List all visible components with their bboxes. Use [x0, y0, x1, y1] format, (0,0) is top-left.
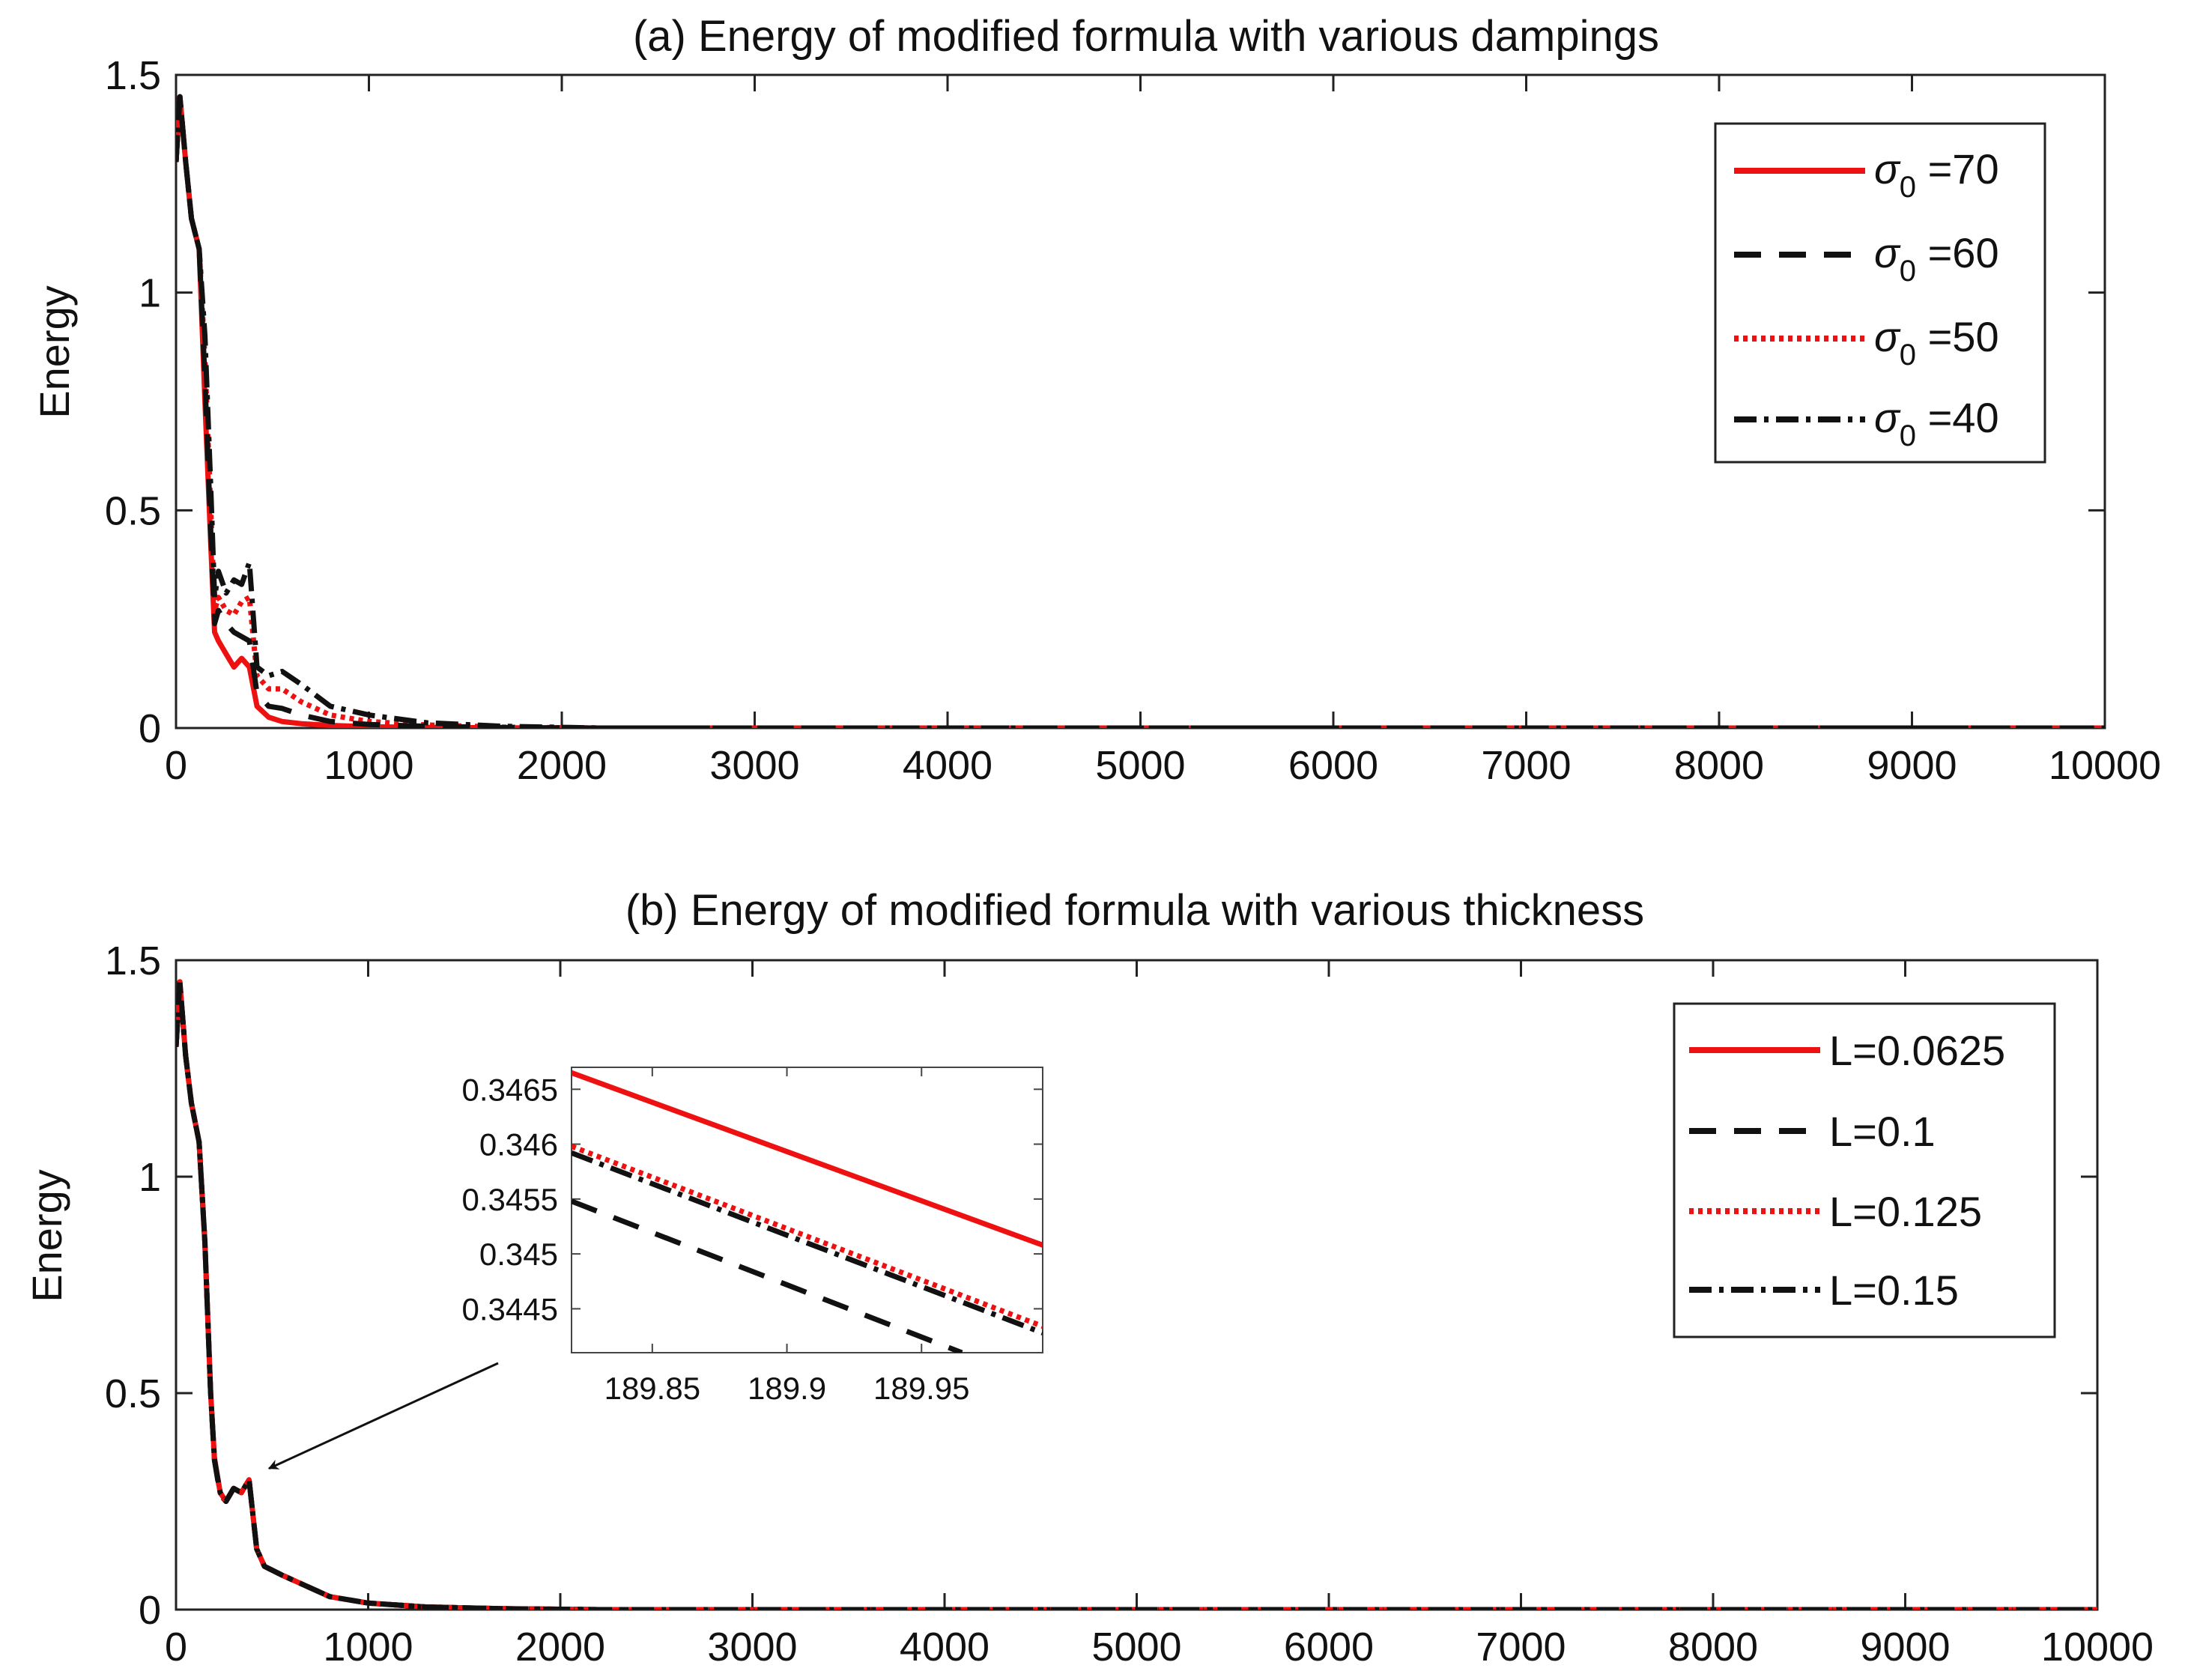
inset-series: [572, 1070, 1043, 1353]
panel-b-series: [176, 979, 2097, 1610]
panel-b-x-tick-label: 0: [165, 1625, 187, 1670]
legend-item-l-0.1: L=0.1: [1689, 1108, 1936, 1155]
panel-b-x-tick-label: 3000: [707, 1625, 797, 1670]
inset-y-tick-label: 0.345: [479, 1237, 558, 1272]
panel-a-y-tick-label: 1.5: [105, 53, 161, 98]
panel-b-ticks: 0 1000 2000 3000 4000 5000 6000 7000 8000 9000 100…: [105, 938, 2154, 1670]
inset-ticks: 189.85 189.9 189.95 0.3445 0.345 0.3455 0.346 0…: [462, 1067, 1043, 1406]
panel-b-y-tick-label: 1: [139, 1155, 161, 1200]
panel-a-legend-box: [1714, 122, 2046, 464]
panel-b-legend: L=0.0625 L=0.1 L=0.125 L=0.15: [1673, 1002, 2056, 1338]
inset-zoom: 189.85 189.9 189.95 0.3445 0.345 0.3455 0.346 0…: [462, 1067, 1043, 1406]
panel-b-x-tick-label: 10000: [2041, 1625, 2154, 1670]
panel-a-x-tick-label: 7000: [1481, 743, 1571, 788]
panel-a-series: [176, 94, 2105, 728]
panel-a-x-tick-label: 3000: [709, 743, 799, 788]
panel-a-y-tick-label: 1: [139, 271, 161, 316]
panel-b-legend-box: [1673, 1002, 2056, 1338]
panel-a-x-tick-label: 10000: [2049, 743, 2161, 788]
panel-b-series-l-0.15: [176, 979, 2097, 1610]
legend-label-l-0.15: L=0.15: [1829, 1267, 1959, 1314]
panel-b-title: (b) Energy of modified formula with vari…: [625, 886, 1644, 935]
inset-x-tick-label: 189.85: [604, 1371, 700, 1406]
panel-b-x-tick-label: 7000: [1476, 1625, 1566, 1670]
panel-b-x-tick-label: 2000: [515, 1625, 605, 1670]
panel-b: (b) Energy of modified formula with vari…: [23, 886, 2154, 1670]
legend-item-l-0.15: L=0.15: [1689, 1267, 1959, 1314]
panel-a: (a) Energy of modified formula with vari…: [31, 12, 2161, 788]
panel-a-x-tick-label: 4000: [903, 743, 993, 788]
legend-label-sigma-60: σ0 =60: [1874, 229, 1999, 288]
panel-a-series-0-50: [176, 94, 2105, 728]
legend-label-sigma-70: σ0 =70: [1874, 145, 1999, 204]
panel-a-y-tick-label: 0.5: [105, 488, 161, 533]
inset-series-l-0.15: [572, 1150, 1043, 1335]
inset-series-l-0.1: [572, 1198, 963, 1353]
legend-item-sigma-70: σ0 =70: [1734, 145, 1999, 204]
panel-a-x-tick-label: 1000: [324, 743, 413, 788]
panel-b-x-tick-label: 4000: [900, 1625, 990, 1670]
panel-a-y-axis-label: Energy: [31, 285, 78, 418]
panel-b-y-tick-label: 0.5: [105, 1371, 161, 1416]
panel-a-y-tick-label: 0: [139, 706, 161, 751]
panel-b-x-tick-label: 5000: [1091, 1625, 1181, 1670]
panel-b-x-tick-label: 8000: [1668, 1625, 1758, 1670]
legend-item-l-0.125: L=0.125: [1689, 1188, 1982, 1235]
panel-b-x-tick-label: 1000: [323, 1625, 413, 1670]
inset-y-tick-label: 0.346: [479, 1127, 558, 1162]
legend-item-sigma-50: σ0 =50: [1734, 313, 1999, 372]
legend-label-sigma-50: σ0 =50: [1874, 313, 1999, 372]
panel-a-x-tick-label: 8000: [1674, 743, 1764, 788]
panel-a-x-tick-label: 5000: [1095, 743, 1185, 788]
panel-b-x-tick-label: 9000: [1860, 1625, 1950, 1670]
inset-y-tick-label: 0.3455: [462, 1182, 558, 1217]
panel-a-legend: σ0 =70 σ0 =60 σ0 =50 σ0 =40: [1714, 122, 2046, 464]
panel-b-y-axis-label: Energy: [23, 1169, 70, 1302]
legend-label-sigma-40: σ0 =40: [1874, 394, 1999, 452]
inset-y-tick-label: 0.3445: [462, 1291, 558, 1326]
panel-a-ticks: 0 1000 2000 3000 4000 5000 6000 7000 8000 9000 100…: [105, 53, 2161, 788]
inset-x-tick-label: 189.9: [748, 1371, 826, 1406]
legend-label-l-0.125: L=0.125: [1829, 1188, 1982, 1235]
panel-a-x-tick-label: 9000: [1867, 743, 1957, 788]
inset-series-l-0.0625: [572, 1070, 1043, 1248]
legend-item-sigma-40: σ0 =40: [1734, 394, 1999, 452]
inset-series-l-0.125: [572, 1144, 1043, 1329]
panel-a-x-tick-label: 0: [165, 743, 187, 788]
legend-label-l-0.1: L=0.1: [1829, 1108, 1936, 1155]
panel-b-y-tick-label: 0: [139, 1588, 161, 1633]
inset-x-tick-label: 189.95: [873, 1371, 969, 1406]
legend-item-sigma-60: σ0 =60: [1734, 229, 1999, 288]
panel-a-x-tick-label: 2000: [517, 743, 607, 788]
inset-plot-area: [571, 1067, 1043, 1353]
inset-y-tick-label: 0.3465: [462, 1072, 558, 1107]
panel-b-y-tick-label: 1.5: [105, 938, 161, 983]
panel-a-series-0-40: [176, 94, 2105, 728]
panel-b-x-tick-label: 6000: [1284, 1625, 1374, 1670]
panel-a-series-0-60: [176, 94, 2105, 728]
legend-label-l-0.0625: L=0.0625: [1829, 1027, 2005, 1074]
legend-item-l-0.0625: L=0.0625: [1689, 1027, 2005, 1074]
panel-a-x-tick-label: 6000: [1288, 743, 1378, 788]
panel-a-title: (a) Energy of modified formula with vari…: [633, 12, 1659, 61]
zoom-arrow: [267, 1362, 499, 1470]
